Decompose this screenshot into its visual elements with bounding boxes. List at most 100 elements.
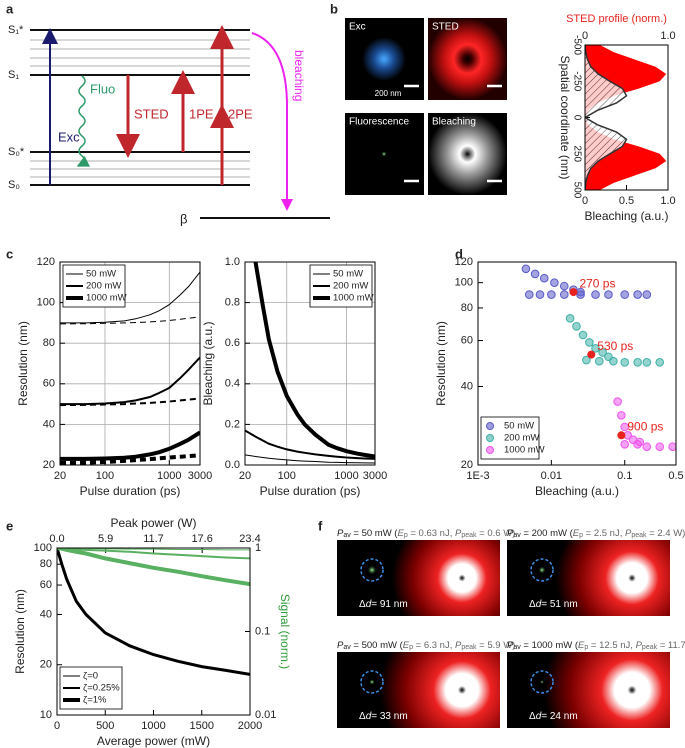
plot-area	[60, 271, 200, 465]
plot-area	[245, 262, 375, 464]
y-axis-label: Resolution (nm)	[13, 589, 27, 674]
x-tick-label: 20	[54, 470, 66, 482]
panel-labels: a b c d e f	[6, 1, 463, 533]
resolution-part: = 51 nm	[541, 599, 577, 610]
caption-part: E	[403, 640, 410, 651]
x-tick-label: 100	[278, 470, 296, 482]
caption-part: P	[455, 528, 462, 539]
y-tick-label: 100	[34, 542, 52, 554]
point	[585, 338, 594, 347]
legend-label: ζ=1%	[83, 695, 107, 706]
resolution-label: Δd= 91 nm	[359, 599, 408, 610]
chart: 1E-3 0.01 0.1 0.5 20 40 60 80 100 120 Bleaching (a…	[434, 256, 683, 498]
line	[60, 271, 200, 324]
highlight-point	[587, 350, 596, 359]
point	[550, 278, 559, 287]
line	[60, 356, 200, 406]
point	[539, 273, 549, 283]
resolution-label: Δd= 24 nm	[529, 711, 578, 722]
x-tick-label: 1000	[334, 470, 358, 482]
caption-part: p	[584, 644, 588, 651]
point	[617, 411, 626, 420]
sted-donut	[392, 540, 500, 616]
point	[633, 358, 642, 367]
caption-part: av	[343, 644, 351, 651]
plot-frame	[59, 261, 201, 466]
resolution-part: d	[536, 599, 542, 610]
x-axis-label: Bleaching (a.u.)	[535, 484, 619, 498]
x-tick-label: 1E-3	[466, 470, 489, 482]
x2-tick-label: 17.6	[191, 533, 212, 545]
caption-part: = 12.5 nJ,	[588, 640, 635, 651]
panel-label: b	[330, 1, 338, 16]
point	[582, 355, 591, 365]
resolution-part: d	[366, 711, 372, 722]
chart: 20 100 1000 3000 0.0 0.2 0.4 0.6 0.8 1.0 Pulse dur…	[201, 256, 387, 498]
caption: Pav = 200 mW (Ep = 2.5 nJ, Ppeak = 2.4 W…	[507, 528, 685, 539]
y-tick-label: 20	[43, 459, 55, 471]
area	[585, 45, 627, 190]
caption-part: = 2.4 W)	[647, 528, 685, 539]
caption-part: peak	[461, 644, 477, 651]
highlight-point	[617, 431, 626, 440]
x-tick-label: 500	[96, 720, 114, 732]
resolution-part: = 24 nm	[541, 711, 577, 722]
fluorescence-spot	[369, 679, 375, 685]
point	[591, 344, 600, 353]
point	[633, 290, 642, 299]
x-tick-label: 0	[54, 720, 60, 732]
line	[60, 397, 200, 407]
psf-images: Exc STED Fluorescence Bleaching 200 nm	[345, 18, 507, 195]
point	[613, 397, 622, 406]
y-tick-label: 60	[40, 579, 52, 591]
x-axis-label: Bleaching (a.u.)	[584, 209, 668, 223]
caption-part: P	[507, 528, 514, 539]
resolution-part: Δ	[359, 711, 366, 722]
panel-label: f	[318, 518, 323, 533]
y-tick-label: 0.0	[225, 459, 240, 471]
point	[620, 440, 630, 449]
plot-area	[521, 264, 676, 452]
x-tick-label: 1.0	[660, 195, 675, 207]
plot-area	[585, 45, 667, 190]
highlight-label: 900 ps	[627, 419, 663, 433]
x2-tick-label: 11.7	[143, 533, 164, 545]
x-tick-label: 3000	[363, 470, 387, 482]
y-tick-label: 80	[43, 337, 55, 349]
chart-title: STED profile (norm.)	[566, 13, 667, 25]
image-label: Fluorescence	[349, 117, 409, 128]
highlight-point	[569, 288, 578, 297]
sted-donut	[556, 540, 670, 616]
plot-frame	[477, 261, 677, 466]
x-tick-label: 0	[582, 195, 588, 207]
y-tick-label: 60	[43, 378, 55, 390]
x-tick-label: 0.5	[668, 470, 683, 482]
level-label: S₁	[8, 69, 19, 81]
legend-label: 50 mW	[504, 421, 534, 432]
x-tick-label: 20	[239, 470, 251, 482]
caption-part: = 6.3 nJ,	[413, 640, 455, 651]
area	[585, 45, 667, 190]
sted-donut	[544, 652, 670, 728]
point	[576, 290, 585, 299]
caption: Pav = 500 mW (Ep = 6.3 nJ, Ppeak = 5.9 W…	[337, 640, 515, 651]
fluorescence-spot	[367, 565, 377, 575]
point	[524, 290, 534, 299]
transition-label: Exc	[58, 129, 80, 144]
scale-label: 200 nm	[375, 89, 402, 98]
x-tick-label: 0.01	[541, 470, 562, 482]
legend-label: 200 mW	[86, 281, 121, 292]
y-tick-label: 40	[461, 380, 473, 392]
x-tick-label: 0.5	[619, 195, 634, 207]
caption-part: av	[343, 532, 351, 539]
y-tick-label: 0.2	[225, 418, 240, 430]
panel-label: a	[6, 1, 14, 16]
level-label: S₀	[8, 179, 20, 191]
caption-part: E	[578, 640, 585, 651]
chart: 20 100 1000 3000 20 40 60 80 100 120 Pulse duratio…	[16, 256, 212, 498]
caption-part: E	[397, 528, 404, 539]
y-tick-label: 20	[461, 459, 473, 471]
x2-tick-label: 0.0	[49, 533, 64, 545]
